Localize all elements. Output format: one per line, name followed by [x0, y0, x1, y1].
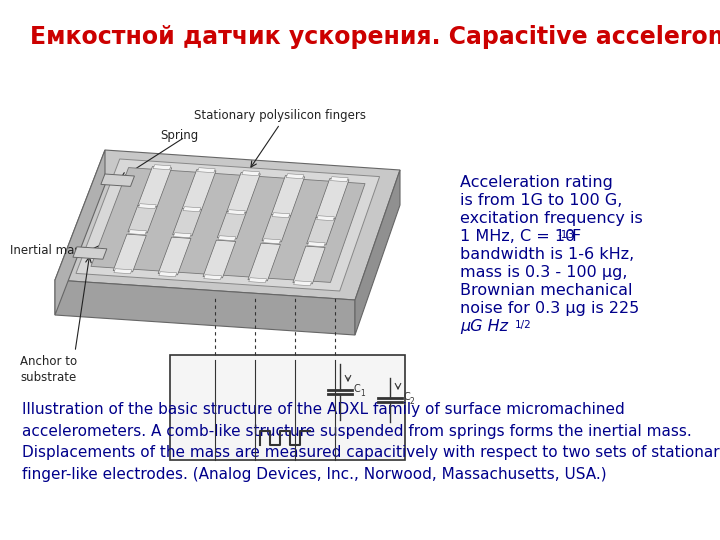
Text: mass is 0.3 - 100 μg,: mass is 0.3 - 100 μg,: [460, 265, 628, 280]
Polygon shape: [153, 165, 171, 170]
Polygon shape: [242, 171, 259, 176]
Polygon shape: [316, 179, 349, 219]
Text: is from 1G to 100 G,: is from 1G to 100 G,: [460, 193, 622, 208]
Polygon shape: [217, 212, 246, 239]
Text: -13: -13: [557, 230, 574, 240]
Text: Inertial mass: Inertial mass: [10, 244, 86, 256]
Polygon shape: [228, 210, 246, 215]
Polygon shape: [55, 280, 355, 335]
Polygon shape: [174, 233, 192, 238]
Text: Acceleration rating: Acceleration rating: [460, 175, 613, 190]
Polygon shape: [197, 168, 215, 173]
Text: 1/2: 1/2: [515, 320, 532, 330]
Text: Spring: Spring: [160, 129, 198, 141]
Polygon shape: [101, 174, 135, 186]
Polygon shape: [158, 237, 191, 275]
Polygon shape: [262, 214, 291, 242]
Polygon shape: [138, 166, 171, 207]
Text: 2: 2: [410, 397, 415, 407]
Text: 1: 1: [360, 389, 365, 399]
Polygon shape: [128, 206, 157, 233]
Text: C: C: [354, 384, 361, 394]
Polygon shape: [129, 230, 146, 235]
Polygon shape: [271, 176, 305, 216]
Polygon shape: [138, 204, 156, 208]
Polygon shape: [114, 269, 132, 274]
Text: F: F: [571, 229, 580, 244]
Polygon shape: [159, 272, 177, 276]
Polygon shape: [91, 167, 365, 282]
Polygon shape: [182, 170, 216, 210]
Polygon shape: [218, 235, 236, 241]
Polygon shape: [263, 239, 281, 244]
Polygon shape: [248, 243, 280, 281]
Polygon shape: [307, 242, 325, 247]
Text: Illustration of the basic structure of the ADXL family of surface micromachined
: Illustration of the basic structure of t…: [22, 402, 720, 482]
Polygon shape: [293, 246, 325, 284]
Polygon shape: [272, 213, 290, 218]
Polygon shape: [203, 240, 235, 278]
Polygon shape: [55, 150, 400, 300]
Polygon shape: [287, 174, 304, 179]
Text: Емкостной датчик ускорения. Capacitive accelerometer.: Емкостной датчик ускорения. Capacitive a…: [30, 25, 720, 49]
Polygon shape: [330, 177, 348, 181]
Polygon shape: [227, 173, 261, 213]
Polygon shape: [294, 281, 312, 286]
Text: μG Hz: μG Hz: [460, 319, 508, 334]
Bar: [170, 355, 405, 460]
Polygon shape: [317, 215, 334, 221]
Polygon shape: [248, 278, 266, 283]
Text: bandwidth is 1-6 kHz,: bandwidth is 1-6 kHz,: [460, 247, 634, 262]
Polygon shape: [55, 150, 105, 315]
Polygon shape: [76, 159, 379, 291]
Polygon shape: [73, 247, 107, 259]
Polygon shape: [173, 208, 202, 236]
Text: Displacement: Displacement: [188, 204, 269, 217]
Polygon shape: [307, 218, 336, 245]
Polygon shape: [355, 170, 400, 335]
Text: Brownian mechanical: Brownian mechanical: [460, 283, 632, 298]
Text: Anchor to
substrate: Anchor to substrate: [20, 355, 77, 384]
Text: excitation frequency is: excitation frequency is: [460, 211, 643, 226]
Polygon shape: [204, 275, 222, 280]
Text: C: C: [404, 392, 410, 402]
Polygon shape: [113, 234, 146, 272]
Polygon shape: [183, 207, 201, 212]
Text: Stationary polysilicon fingers: Stationary polysilicon fingers: [194, 109, 366, 122]
Text: noise for 0.3 μg is 225: noise for 0.3 μg is 225: [460, 301, 639, 316]
Text: 1 MHz, C = 10: 1 MHz, C = 10: [460, 229, 575, 244]
